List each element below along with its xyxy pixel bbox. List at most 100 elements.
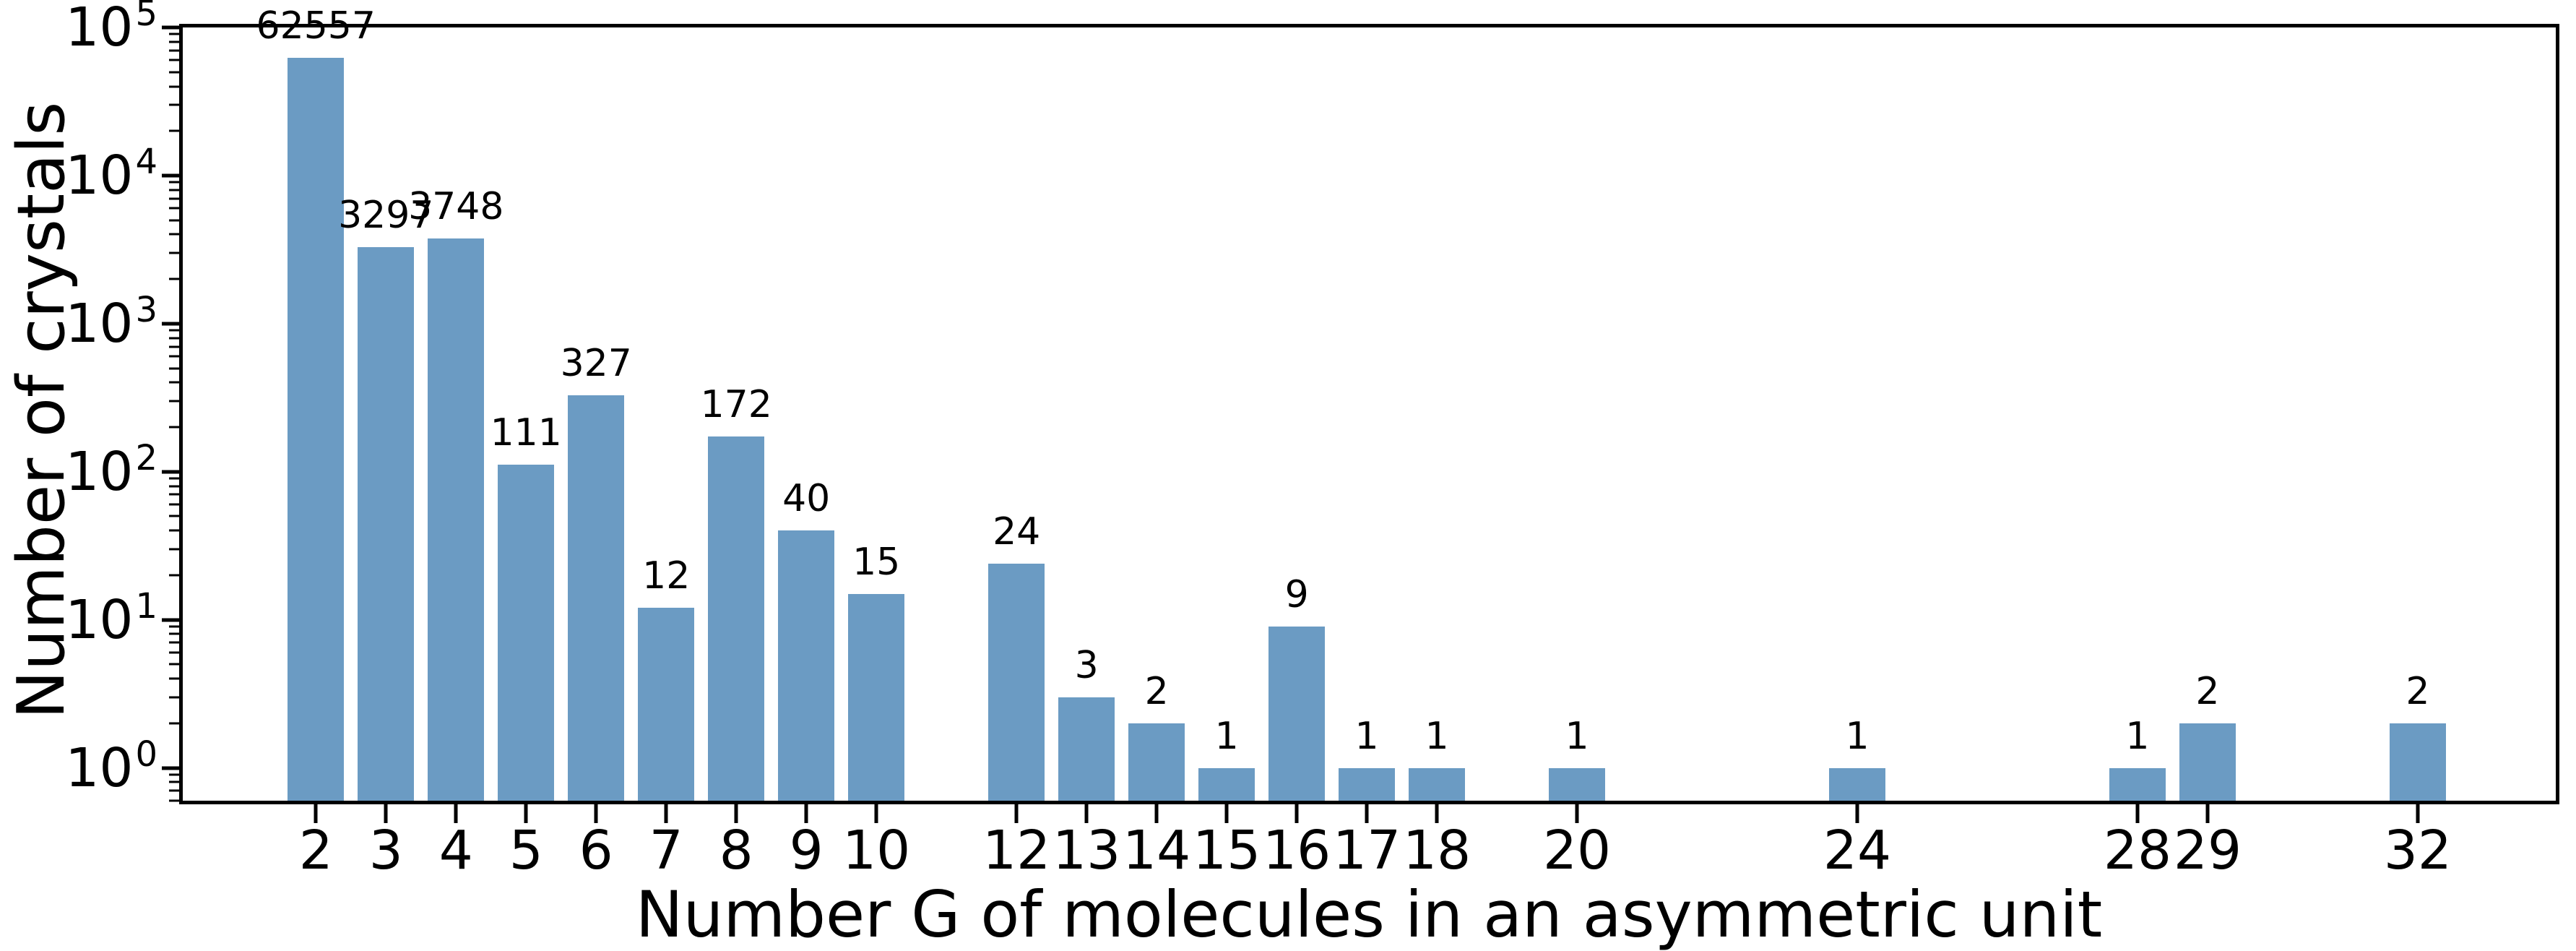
bar-value-label: 172 (700, 383, 772, 427)
x-tick-label: 15 (1193, 819, 1261, 882)
y-minor-tick (169, 207, 179, 210)
y-minor-tick (169, 625, 179, 628)
x-tick-label: 24 (1823, 819, 1892, 882)
x-tick (1084, 804, 1089, 823)
bar (1058, 697, 1115, 801)
y-tick-label: 105 (65, 0, 157, 54)
bar-value-label: 3 (1074, 643, 1099, 687)
bar-value-label: 1 (1354, 714, 1379, 758)
y-minor-tick (169, 503, 179, 506)
x-tick-label: 7 (649, 819, 683, 882)
y-minor-tick (169, 485, 179, 488)
y-minor-tick (169, 381, 179, 384)
y-minor-tick (169, 789, 179, 792)
bar-value-label: 15 (852, 540, 901, 584)
y-tick-label: 104 (65, 145, 157, 202)
y-tick-exponent: 5 (135, 0, 157, 34)
y-tick-label: 100 (65, 737, 157, 795)
x-tick-label: 5 (509, 819, 543, 882)
y-minor-tick (169, 548, 179, 551)
y-minor-tick (169, 780, 179, 783)
y-tick-exponent: 4 (135, 141, 157, 182)
bar (428, 238, 485, 801)
bar (358, 246, 415, 801)
y-minor-tick (169, 400, 179, 403)
x-tick-label: 14 (1123, 819, 1191, 882)
bar-value-label: 1 (1425, 714, 1449, 758)
y-tick-label: 103 (65, 293, 157, 350)
x-tick (1575, 804, 1579, 823)
x-tick-label: 4 (438, 819, 473, 882)
x-tick (524, 804, 528, 823)
bar (498, 465, 555, 801)
y-minor-tick (169, 197, 179, 200)
y-tick-base: 10 (65, 292, 134, 355)
x-tick (1855, 804, 1859, 823)
bar-value-label: 24 (993, 509, 1041, 554)
bar-value-label: 62557 (256, 4, 376, 48)
x-tick-label: 3 (368, 819, 403, 882)
x-tick-label: 18 (1403, 819, 1471, 882)
y-minor-tick (169, 233, 179, 236)
bar-value-label: 1 (1565, 714, 1589, 758)
y-minor-tick (169, 40, 179, 43)
bar (1198, 767, 1255, 801)
y-minor-tick (169, 651, 179, 654)
bar-value-label: 327 (560, 342, 632, 386)
y-minor-tick (169, 696, 179, 699)
x-tick (874, 804, 878, 823)
y-tick-base: 10 (65, 736, 134, 799)
y-tick (162, 173, 179, 178)
x-tick-label: 20 (1542, 819, 1612, 882)
y-minor-tick (169, 71, 179, 74)
bar (1339, 767, 1395, 801)
bar-value-label: 2 (2406, 669, 2430, 713)
y-minor-tick (169, 355, 179, 358)
y-minor-tick (169, 493, 179, 496)
x-tick (384, 804, 388, 823)
bar (638, 608, 694, 801)
y-minor-tick (169, 574, 179, 577)
bar-value-label: 40 (782, 477, 831, 521)
y-tick-exponent: 3 (135, 289, 157, 330)
y-minor-tick (169, 251, 179, 254)
x-tick-label: 17 (1333, 819, 1401, 882)
y-minor-tick (169, 426, 179, 429)
y-tick-label: 101 (65, 589, 157, 647)
y-tick-base: 10 (65, 0, 134, 59)
x-tick (734, 804, 738, 823)
y-minor-tick (169, 219, 179, 222)
y-minor-tick (169, 277, 179, 280)
bar-value-label: 2 (1144, 669, 1169, 713)
y-minor-tick (169, 181, 179, 184)
y-tick-exponent: 2 (135, 437, 157, 478)
x-tick (664, 804, 668, 823)
y-tick (162, 618, 179, 622)
bar (988, 563, 1045, 801)
bar (1409, 767, 1465, 801)
y-minor-tick (169, 59, 179, 61)
y-tick-label: 102 (65, 441, 157, 499)
y-minor-tick (169, 515, 179, 517)
y-minor-tick (169, 49, 179, 52)
y-tick (162, 322, 179, 326)
bar (848, 593, 904, 801)
x-tick (2205, 804, 2210, 823)
x-tick-label: 32 (2383, 819, 2452, 882)
x-tick (1014, 804, 1019, 823)
y-minor-tick (169, 632, 179, 635)
y-minor-tick (169, 103, 179, 106)
bar (1549, 767, 1605, 801)
bar-value-label: 1 (1214, 714, 1239, 758)
bar (568, 395, 624, 801)
x-tick (1435, 804, 1439, 823)
y-minor-tick (169, 773, 179, 776)
y-minor-tick (169, 85, 179, 88)
y-minor-tick (169, 189, 179, 192)
y-minor-tick (169, 529, 179, 532)
y-minor-tick (169, 337, 179, 340)
x-tick (454, 804, 458, 823)
x-tick (804, 804, 808, 823)
y-minor-tick (169, 799, 179, 802)
